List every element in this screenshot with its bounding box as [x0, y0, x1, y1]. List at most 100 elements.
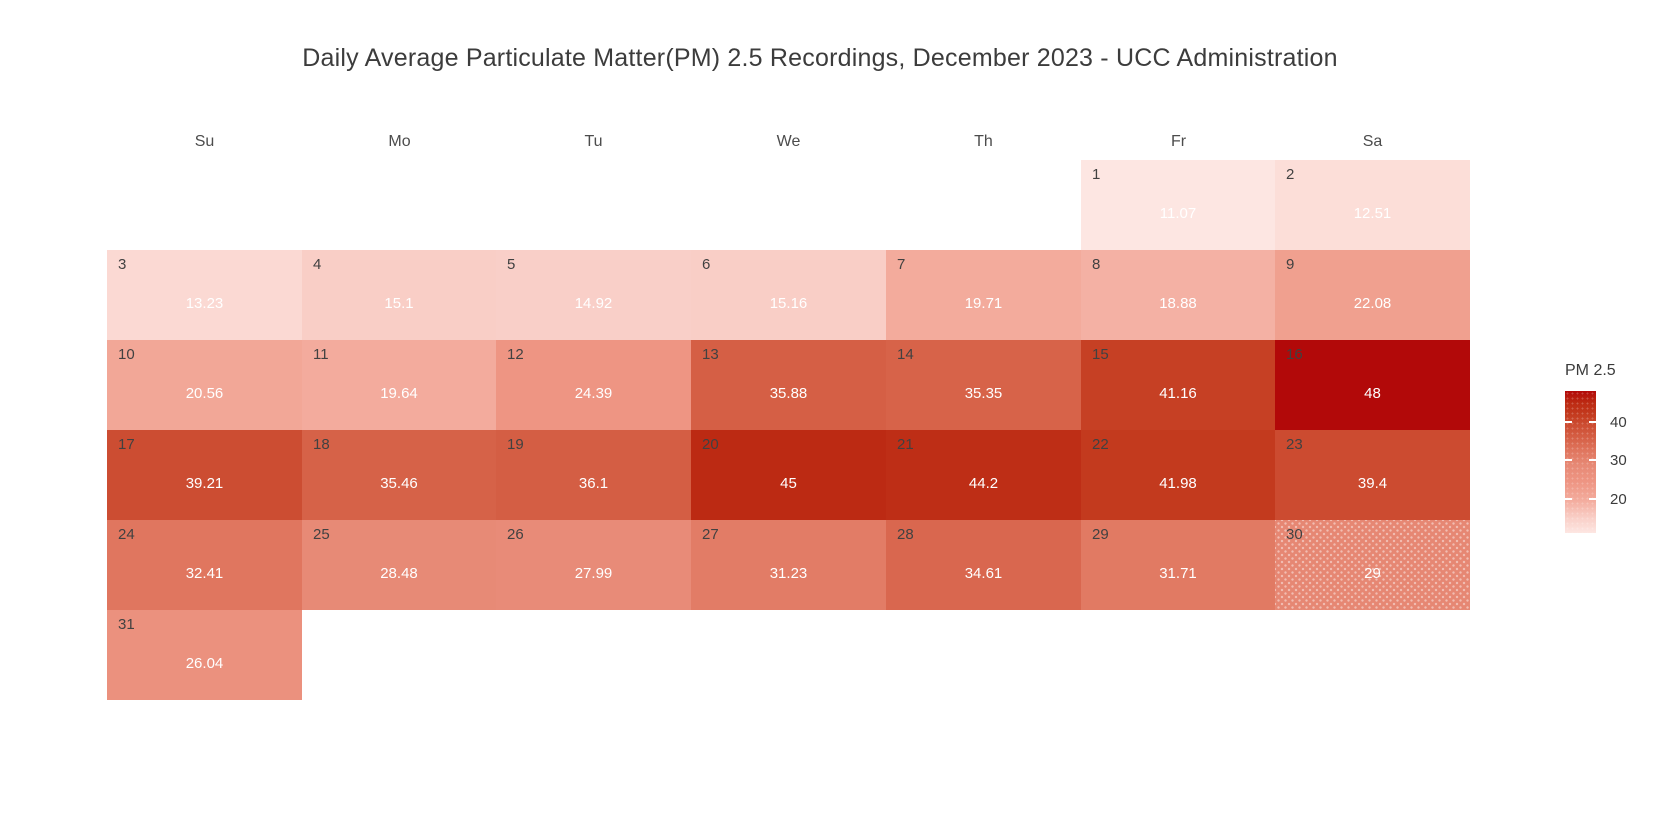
calendar-cell-23[interactable]: 23 39.4 — [1275, 430, 1470, 520]
calendar-cell-27[interactable]: 27 31.23 — [691, 520, 886, 610]
calendar-cell-11[interactable]: 11 19.64 — [302, 340, 496, 430]
cell-value: 14.92 — [574, 295, 613, 312]
day-number: 14 — [897, 346, 914, 363]
colorbar-tick-30: 30 — [1610, 452, 1627, 469]
calendar-cell-15[interactable]: 15 41.16 — [1081, 340, 1275, 430]
cell-value: 15.16 — [769, 295, 808, 312]
cell-value: 45 — [780, 475, 797, 492]
cell-value: 20.56 — [185, 385, 224, 402]
calendar-cell-7[interactable]: 7 19.71 — [886, 250, 1081, 340]
chart-title: Daily Average Particulate Matter(PM) 2.5… — [302, 44, 1338, 72]
colorbar-tick-mark — [1589, 459, 1596, 461]
cell-value: 11.07 — [1159, 205, 1197, 222]
day-number: 23 — [1286, 436, 1303, 453]
colorbar-tick-40: 40 — [1610, 414, 1627, 431]
cell-value: 35.88 — [769, 385, 808, 402]
cell-value: 29 — [1364, 565, 1381, 582]
calendar-cell-9[interactable]: 9 22.08 — [1275, 250, 1470, 340]
cell-value: 35.46 — [380, 475, 418, 492]
day-number: 9 — [1286, 256, 1295, 273]
cell-value: 35.35 — [964, 385, 1003, 402]
calendar-cell-31[interactable]: 31 26.04 — [107, 610, 302, 700]
calendar-cell-19[interactable]: 19 36.1 — [496, 430, 691, 520]
day-number: 27 — [702, 526, 719, 543]
cell-value: 36.1 — [578, 475, 609, 492]
calendar-cell-3[interactable]: 3 13.23 — [107, 250, 302, 340]
cell-value: 39.21 — [185, 475, 224, 492]
colorbar-tick-mark — [1589, 498, 1596, 500]
calendar-cell-21[interactable]: 21 44.2 — [886, 430, 1081, 520]
cell-value: 19.64 — [380, 385, 418, 402]
weekday-label-fr: Fr — [1170, 133, 1187, 150]
day-number: 21 — [897, 436, 914, 453]
calendar-cell-18[interactable]: 18 35.46 — [302, 430, 496, 520]
calendar-cell-28[interactable]: 28 34.61 — [886, 520, 1081, 610]
day-number: 11 — [313, 346, 329, 363]
cell-value: 41.98 — [1159, 475, 1197, 492]
calendar-cell-20[interactable]: 20 45 — [691, 430, 886, 520]
day-number: 4 — [313, 256, 322, 273]
cell-value: 31.23 — [769, 565, 808, 582]
day-number: 18 — [313, 436, 330, 453]
calendar-cell-2[interactable]: 2 12.51 — [1275, 160, 1470, 250]
colorbar-tick-mark — [1589, 421, 1596, 423]
calendar-cell-10[interactable]: 10 20.56 — [107, 340, 302, 430]
calendar-cell-4[interactable]: 4 15.1 — [302, 250, 496, 340]
cell-value: 32.41 — [185, 565, 224, 582]
calendar-cell-26[interactable]: 26 27.99 — [496, 520, 691, 610]
day-number: 31 — [118, 616, 135, 633]
calendar-cell-29[interactable]: 29 31.71 — [1081, 520, 1275, 610]
weekday-label-th: Th — [974, 133, 993, 150]
day-number: 25 — [313, 526, 330, 543]
calendar-cell-17[interactable]: 17 39.21 — [107, 430, 302, 520]
cell-value: 22.08 — [1353, 295, 1392, 312]
calendar-cell-22[interactable]: 22 41.98 — [1081, 430, 1275, 520]
day-number: 6 — [702, 256, 711, 273]
weekday-label-tu: Tu — [584, 133, 603, 150]
cell-value: 26.04 — [185, 655, 224, 672]
day-number: 19 — [507, 436, 524, 453]
day-number: 5 — [507, 256, 516, 273]
day-number: 8 — [1092, 256, 1101, 273]
weekday-label-we: We — [776, 133, 801, 150]
colorbar-tick-mark — [1565, 498, 1572, 500]
day-number: 10 — [118, 346, 135, 363]
cell-value: 48 — [1364, 385, 1381, 402]
colorbar-tick-mark — [1565, 459, 1572, 461]
calendar-cell-14[interactable]: 14 35.35 — [886, 340, 1081, 430]
day-number: 13 — [702, 346, 719, 363]
cell-value: 27.99 — [574, 565, 613, 582]
day-number: 24 — [118, 526, 135, 543]
calendar-cell-13[interactable]: 13 35.88 — [691, 340, 886, 430]
cell-value: 31.71 — [1159, 565, 1197, 582]
cell-value: 24.39 — [574, 385, 613, 402]
cell-value: 18.88 — [1159, 295, 1197, 312]
cell-value: 34.61 — [964, 565, 1003, 582]
day-number: 30 — [1286, 526, 1303, 543]
calendar-cell-30[interactable]: 30 29 — [1275, 520, 1470, 610]
cell-value: 39.4 — [1357, 475, 1388, 492]
calendar-cell-8[interactable]: 8 18.88 — [1081, 250, 1275, 340]
day-number: 17 — [118, 436, 135, 453]
day-number: 20 — [702, 436, 719, 453]
weekday-label-su: Su — [194, 133, 215, 150]
cell-value: 44.2 — [968, 475, 999, 492]
calendar-cell-25[interactable]: 25 28.48 — [302, 520, 496, 610]
calendar-cell-12[interactable]: 12 24.39 — [496, 340, 691, 430]
calendar-cell-1[interactable]: 1 11.07 — [1081, 160, 1275, 250]
day-number: 16 — [1286, 346, 1303, 363]
colorbar-title: PM 2.5 — [1565, 362, 1616, 379]
day-number: 29 — [1092, 526, 1109, 543]
calendar-cell-24[interactable]: 24 32.41 — [107, 520, 302, 610]
colorbar-stipple-pattern — [1565, 391, 1596, 533]
calendar-cell-5[interactable]: 5 14.92 — [496, 250, 691, 340]
calendar-cell-6[interactable]: 6 15.16 — [691, 250, 886, 340]
weekday-label-sa: Sa — [1362, 133, 1383, 150]
day-number: 3 — [118, 256, 127, 273]
day-number: 28 — [897, 526, 914, 543]
cell-value: 41.16 — [1159, 385, 1197, 402]
weekday-label-mo: Mo — [388, 133, 411, 150]
calendar-cell-16[interactable]: 16 48 — [1275, 340, 1470, 430]
cell-value: 13.23 — [185, 295, 224, 312]
